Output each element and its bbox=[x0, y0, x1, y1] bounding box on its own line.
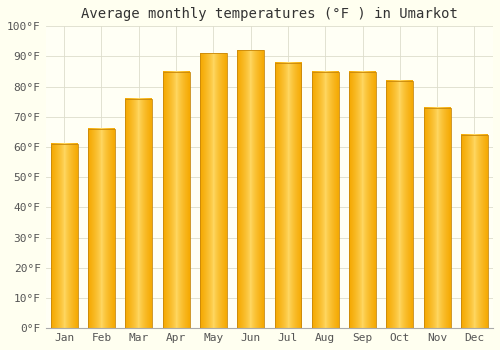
Bar bbox=[200, 54, 227, 328]
Bar bbox=[162, 71, 190, 328]
Bar bbox=[51, 144, 78, 328]
Bar bbox=[424, 108, 450, 328]
Bar bbox=[126, 99, 152, 328]
Bar bbox=[386, 80, 413, 328]
Bar bbox=[312, 71, 338, 328]
Bar bbox=[237, 50, 264, 328]
Bar bbox=[88, 129, 115, 328]
Bar bbox=[349, 71, 376, 328]
Bar bbox=[274, 63, 301, 328]
Bar bbox=[461, 135, 488, 328]
Title: Average monthly temperatures (°F ) in Umarkot: Average monthly temperatures (°F ) in Um… bbox=[81, 7, 458, 21]
